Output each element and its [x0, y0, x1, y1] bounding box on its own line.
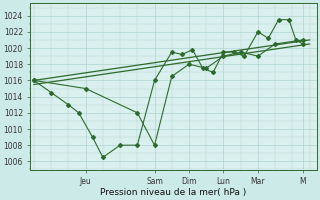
X-axis label: Pression niveau de la mer( hPa ): Pression niveau de la mer( hPa )	[100, 188, 247, 197]
